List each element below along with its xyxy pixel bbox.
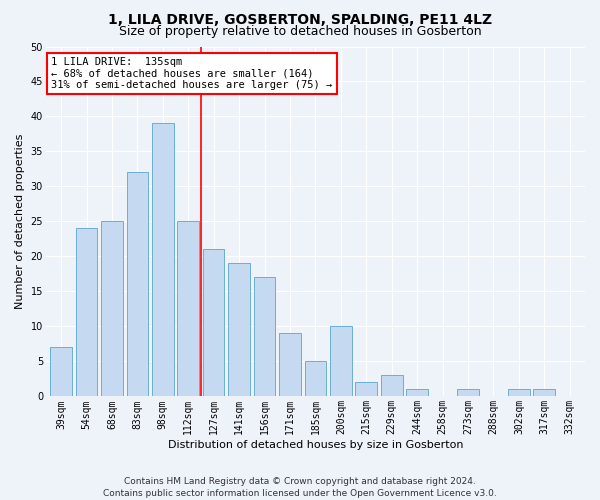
X-axis label: Distribution of detached houses by size in Gosberton: Distribution of detached houses by size …: [167, 440, 463, 450]
Bar: [203, 250, 224, 396]
Text: Size of property relative to detached houses in Gosberton: Size of property relative to detached ho…: [119, 25, 481, 38]
Bar: [152, 124, 173, 396]
Bar: [76, 228, 97, 396]
Y-axis label: Number of detached properties: Number of detached properties: [15, 134, 25, 309]
Text: 1, LILA DRIVE, GOSBERTON, SPALDING, PE11 4LZ: 1, LILA DRIVE, GOSBERTON, SPALDING, PE11…: [108, 12, 492, 26]
Bar: [229, 264, 250, 396]
Bar: [355, 382, 377, 396]
Bar: [508, 390, 530, 396]
Bar: [457, 390, 479, 396]
Bar: [279, 334, 301, 396]
Bar: [178, 222, 199, 396]
Bar: [533, 390, 555, 396]
Text: Contains HM Land Registry data © Crown copyright and database right 2024.
Contai: Contains HM Land Registry data © Crown c…: [103, 476, 497, 498]
Bar: [254, 278, 275, 396]
Bar: [50, 348, 72, 397]
Bar: [101, 222, 123, 396]
Text: 1 LILA DRIVE:  135sqm
← 68% of detached houses are smaller (164)
31% of semi-det: 1 LILA DRIVE: 135sqm ← 68% of detached h…: [51, 57, 332, 90]
Bar: [406, 390, 428, 396]
Bar: [381, 376, 403, 396]
Bar: [305, 362, 326, 396]
Bar: [330, 326, 352, 396]
Bar: [127, 172, 148, 396]
